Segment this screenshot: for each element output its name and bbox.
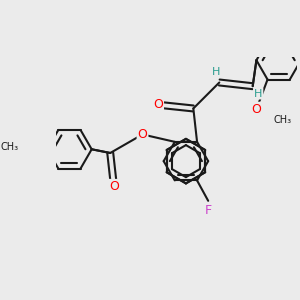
Text: H: H xyxy=(254,88,262,99)
Text: CH₃: CH₃ xyxy=(273,115,291,125)
Text: F: F xyxy=(205,204,212,217)
Text: CH₃: CH₃ xyxy=(1,142,19,152)
Text: O: O xyxy=(138,128,148,141)
Text: O: O xyxy=(109,180,119,193)
Text: H: H xyxy=(212,67,220,77)
Text: O: O xyxy=(153,98,163,111)
Text: O: O xyxy=(2,143,12,156)
Text: O: O xyxy=(251,103,261,116)
